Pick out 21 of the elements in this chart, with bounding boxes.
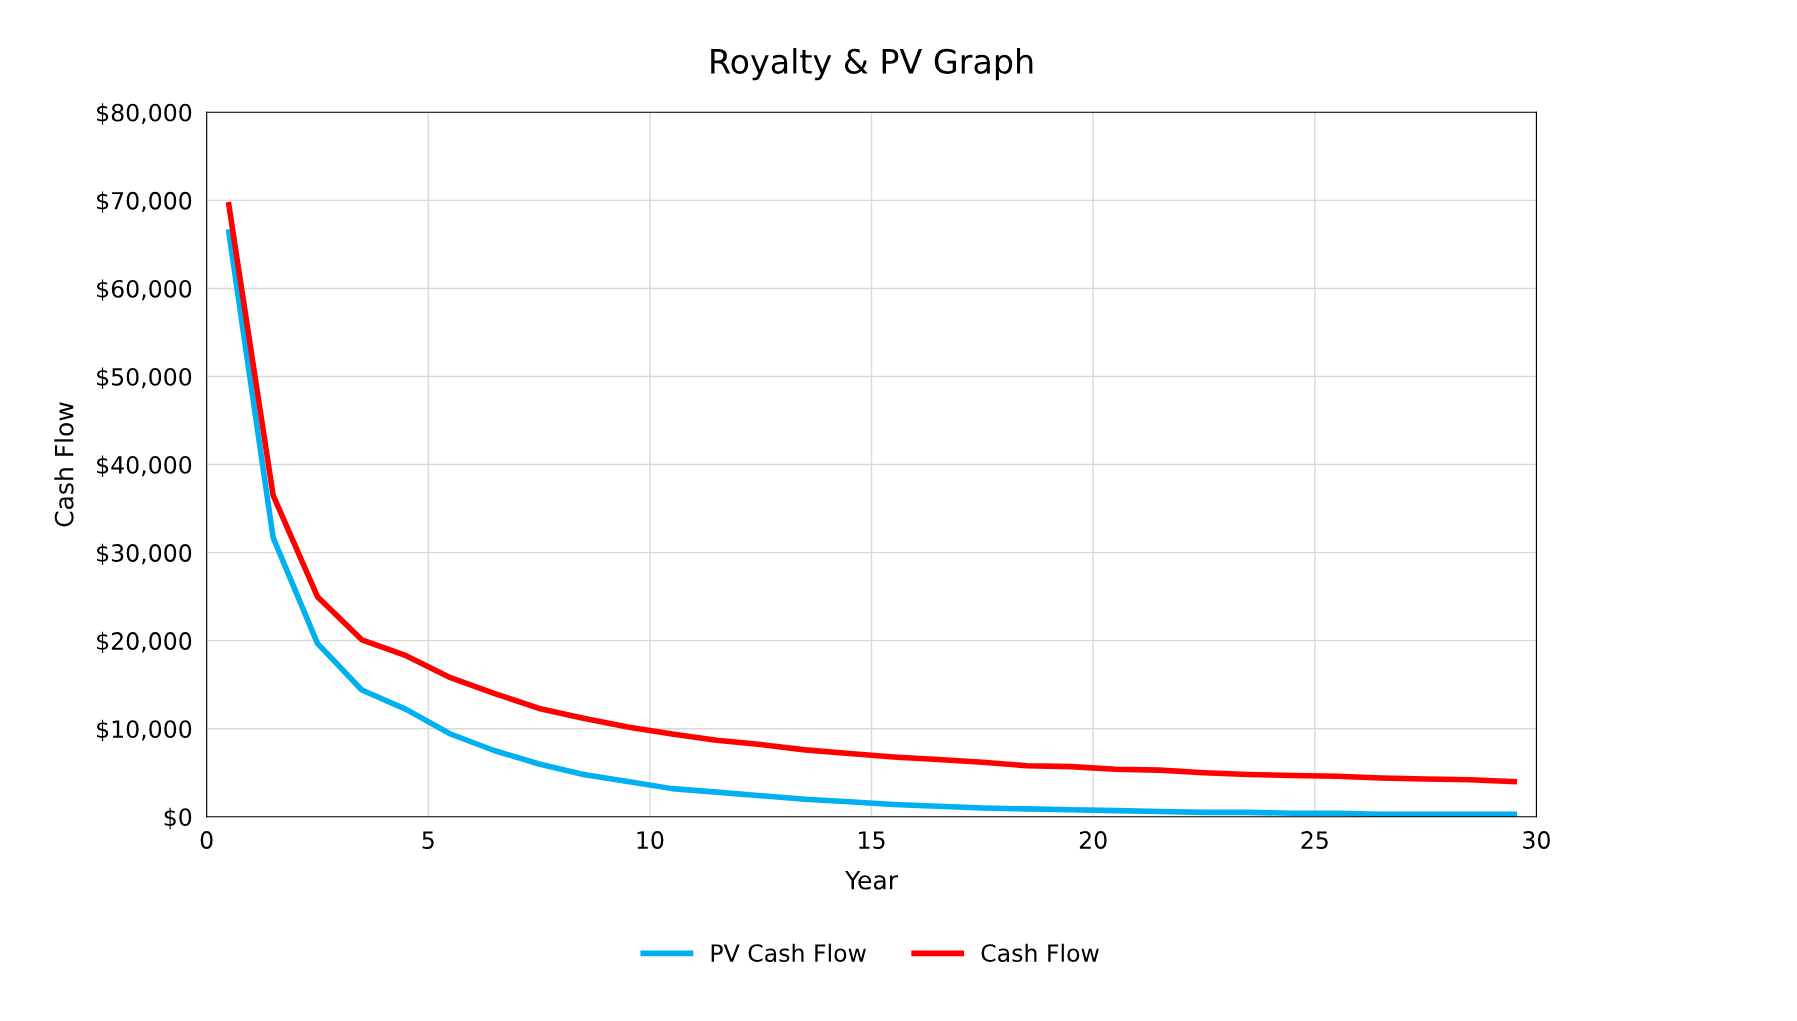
x-tick-label: 10 <box>637 831 664 849</box>
x-tick-label: 0 <box>200 831 213 849</box>
y-tick-label: $20,000 <box>97 631 192 654</box>
y-tick-label: $30,000 <box>97 543 192 566</box>
y-axis-title: Cash Flow <box>54 402 74 527</box>
legend-label: PV Cash Flow <box>711 943 866 962</box>
x-tick-label: 5 <box>422 831 434 849</box>
x-tick-label: 20 <box>1079 831 1107 849</box>
x-axis-title: Year <box>845 870 899 890</box>
y-tick-label: $50,000 <box>97 367 192 389</box>
y-tick-label: $60,000 <box>97 279 192 301</box>
y-tick-label: $10,000 <box>97 719 192 742</box>
y-tick-label: $40,000 <box>97 455 192 477</box>
x-tick-label: 25 <box>1301 831 1328 849</box>
x-tick-label: 15 <box>859 831 885 849</box>
legend-label: Cash Flow <box>981 943 1099 962</box>
y-tick-label: $70,000 <box>97 191 192 213</box>
y-tick-label: $80,000 <box>97 103 192 125</box>
y-tick-label: $0 <box>164 807 192 830</box>
x-tick-label: 30 <box>1523 831 1550 849</box>
chart-title: Royalty & PV Graph <box>711 48 1033 81</box>
